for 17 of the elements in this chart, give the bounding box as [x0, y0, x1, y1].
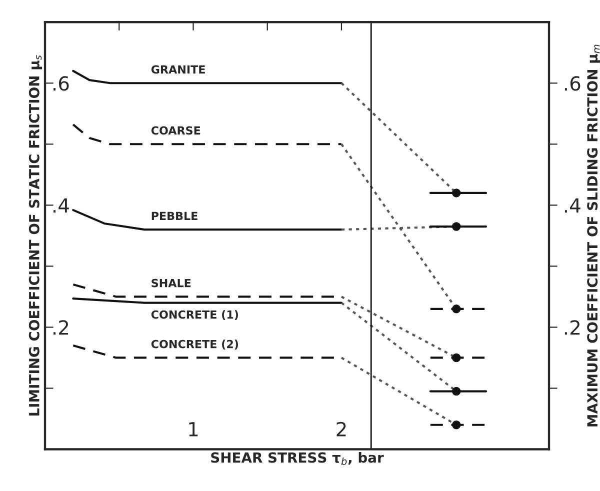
y2-axis-title: MAXIMUM COEFFICIENT OF SLIDING FRICTION μ$_{m}$ [587, 44, 600, 426]
x-axis-title: SHEAR STRESS τ$_{b}$, bar [211, 452, 384, 466]
y2-tick-label: .2 [564, 320, 580, 335]
series-label: SHALE [152, 278, 191, 288]
y-axis-title: LIMITING COEFFICIENT OF STATIC FRICTION μ$_{s}$ [28, 55, 42, 416]
y2-tick-label: .6 [564, 76, 580, 91]
series-label: PEBBLE [152, 212, 198, 220]
x-tick-label: 1 [189, 422, 198, 436]
y-tick-label: .4 [54, 198, 69, 213]
y-tick-label: .2 [54, 320, 68, 335]
y-tick-label: .6 [54, 76, 69, 91]
series-label: CONCRETE (2) [151, 340, 238, 350]
x-tick-label: 2 [336, 422, 346, 436]
series-label: GRANITE [151, 65, 205, 74]
series-label: COARSE [151, 126, 200, 135]
series-label: CONCRETE (1) [151, 310, 238, 320]
y2-tick-label: .4 [564, 198, 580, 213]
